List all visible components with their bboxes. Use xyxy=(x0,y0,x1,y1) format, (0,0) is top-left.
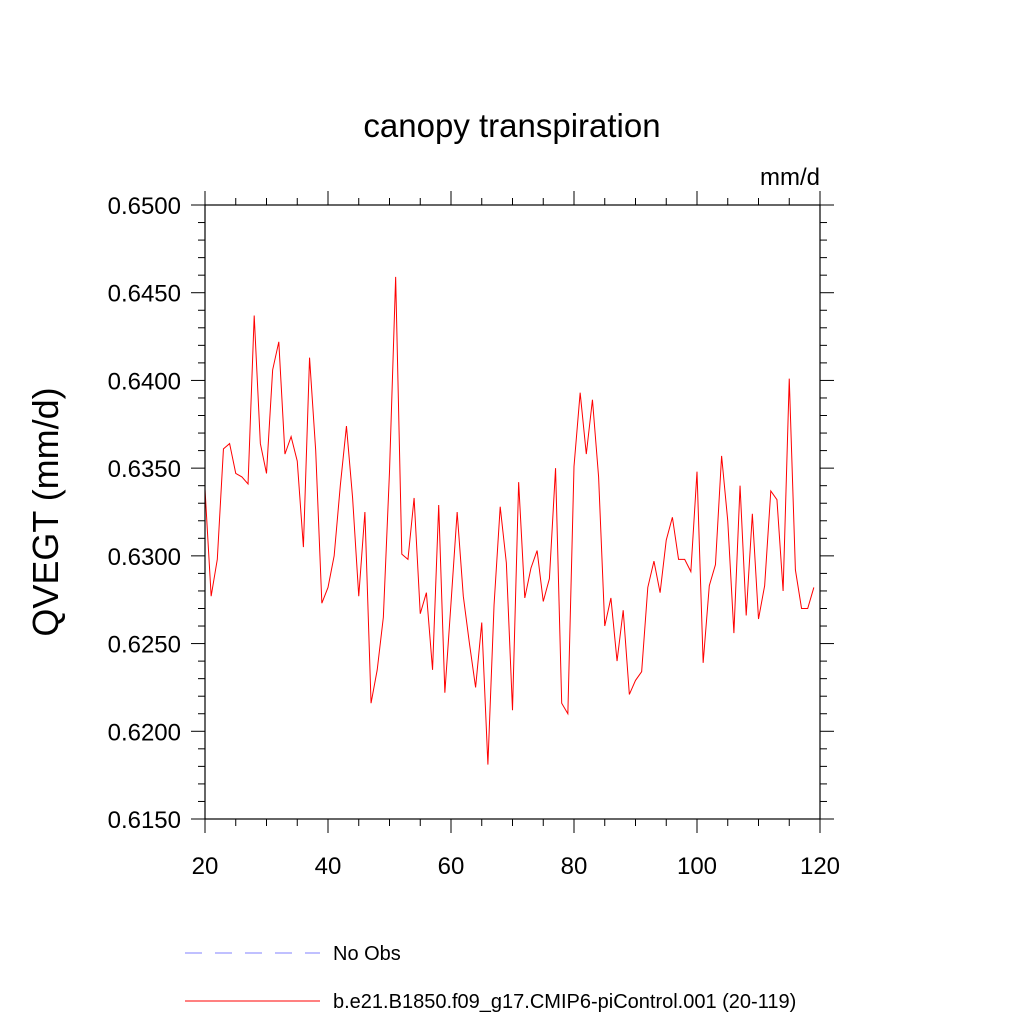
y-tick-label: 0.6350 xyxy=(108,456,181,483)
legend-label-control: b.e21.B1850.f09_g17.CMIP6-piControl.001 … xyxy=(333,991,796,1013)
series-layer xyxy=(204,276,815,765)
x-tick-label: 120 xyxy=(800,853,840,880)
y-tick-label: 0.6450 xyxy=(108,281,181,308)
axis-ticks xyxy=(191,191,834,833)
y-tick-label: 0.6200 xyxy=(108,719,181,746)
legend-label-no-obs: No Obs xyxy=(333,943,401,965)
y-tick-label: 0.6300 xyxy=(108,544,181,571)
axis-tick-labels: 20 40 60 80 100 120 0.6150 0.6200 0.6250 0.6300 0.… xyxy=(108,193,840,880)
units-label: mm/d xyxy=(760,164,820,191)
x-tick-label: 60 xyxy=(438,853,465,880)
chart-title: canopy transpiration xyxy=(363,107,660,144)
x-tick-label: 20 xyxy=(192,853,219,880)
x-tick-label: 80 xyxy=(561,853,588,880)
legend: No Obs b.e21.B1850.f09_g17.CMIP6-piContr… xyxy=(185,943,796,1013)
y-tick-label: 0.6400 xyxy=(108,368,181,395)
y-tick-label: 0.6250 xyxy=(108,632,181,659)
y-tick-label: 0.6500 xyxy=(108,193,181,220)
plot-frame xyxy=(204,204,821,820)
y-axis-label: QVEGT (mm/d) xyxy=(25,387,66,636)
y-tick-label: 0.6150 xyxy=(108,807,181,834)
x-tick-label: 100 xyxy=(677,853,717,880)
series-line-0 xyxy=(204,276,815,765)
x-tick-label: 40 xyxy=(315,853,342,880)
